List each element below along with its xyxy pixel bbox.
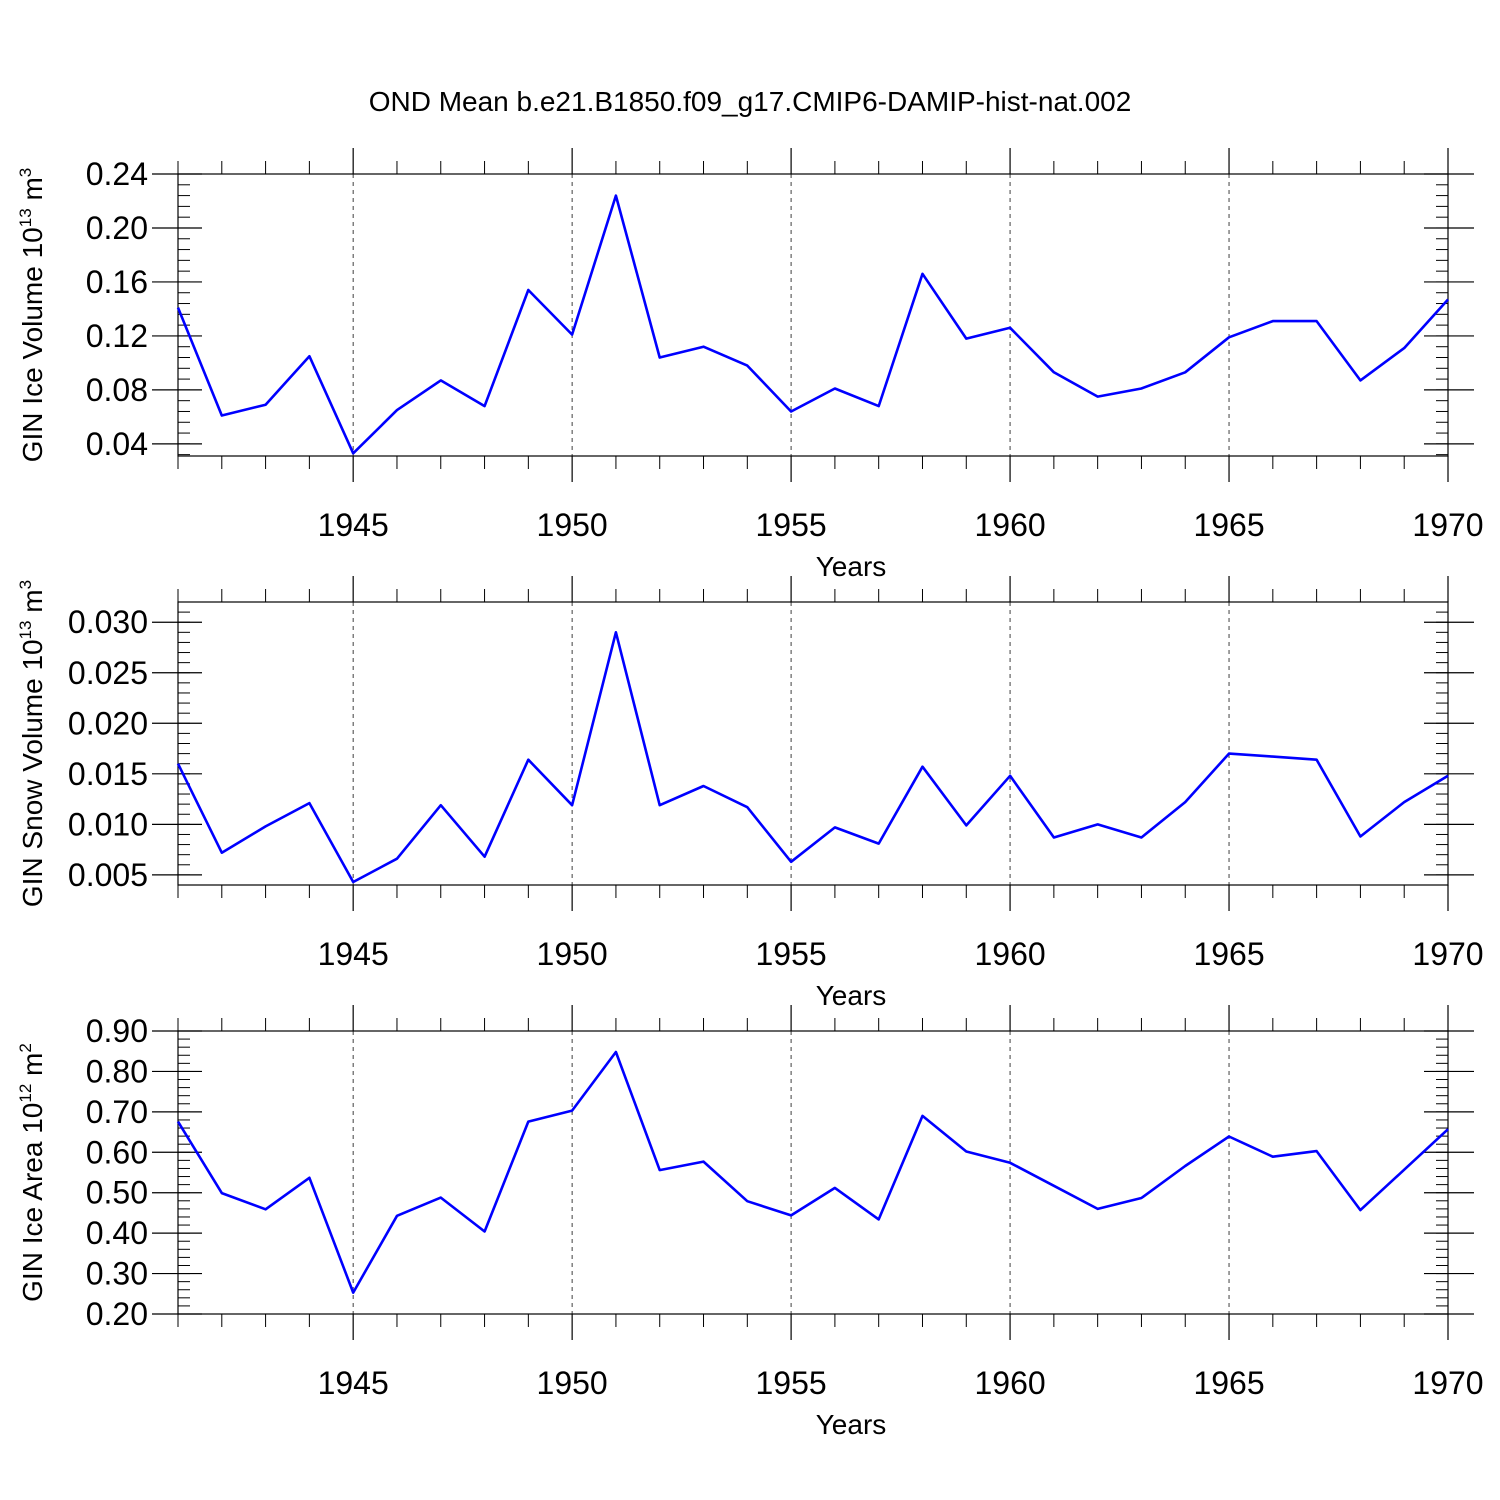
x-tick-label: 1945 (318, 1365, 389, 1401)
y-tick-label: 0.60 (86, 1134, 148, 1170)
x-axis-label: Years (816, 980, 887, 1011)
x-tick-label: 1965 (1193, 1365, 1264, 1401)
y-axis-label-unit-exponent: 3 (16, 168, 35, 177)
y-tick-label: 0.020 (68, 705, 148, 741)
y-axis-label: GIN Ice Volume 1013 m3 (16, 168, 48, 463)
plot-frame (177, 601, 1449, 886)
y-tick-label: 0.40 (86, 1215, 148, 1251)
panel-ice-volume: 0.04 0.08 0.12 0.16 0.20 0.24 1945 1950 1955 1960… (16, 148, 1484, 582)
y-tick-label: 0.08 (86, 372, 148, 408)
y-axis-label-unit-exponent: 3 (16, 580, 35, 589)
y-tick-label: 0.16 (86, 264, 148, 300)
series-line (176, 194, 1449, 455)
x-tick-label: 1955 (756, 507, 827, 543)
x-axis-label: Years (816, 551, 887, 582)
y-tick-label: 0.24 (86, 156, 148, 192)
y-axis-label-exponent: 13 (16, 208, 35, 227)
x-tick-label: 1970 (1412, 507, 1483, 543)
y-tick-label: 0.70 (86, 1094, 148, 1130)
figure-title: OND Mean b.e21.B1850.f09_g17.CMIP6-DAMIP… (369, 86, 1132, 117)
series-line (176, 1050, 1449, 1294)
y-axis-label-unit: m (17, 1053, 48, 1084)
y-tick-label: 0.005 (68, 857, 148, 893)
x-tick-label: 1945 (318, 507, 389, 543)
plot-frame (177, 173, 1449, 457)
panel-ice-area: 0.20 0.30 0.40 0.50 0.60 0.70 0.80 0.90 1945 1950… (16, 1005, 1484, 1440)
plot-frame (177, 1030, 1449, 1315)
y-tick-label: 0.80 (86, 1053, 148, 1089)
y-tick-label: 0.025 (68, 655, 148, 691)
y-tick-label: 0.030 (68, 604, 148, 640)
y-tick-label: 0.12 (86, 318, 148, 354)
y-axis-label-main: GIN Snow Volume 10 (17, 639, 48, 907)
x-tick-label: 1960 (974, 507, 1045, 543)
y-tick-label: 0.015 (68, 756, 148, 792)
x-tick-label: 1945 (318, 936, 389, 972)
x-tick-label: 1960 (974, 1365, 1045, 1401)
y-axis-label-exponent: 13 (16, 620, 35, 639)
x-tick-label: 1960 (974, 936, 1045, 972)
series-line (176, 630, 1449, 884)
y-axis-label-main: GIN Ice Volume 10 (17, 227, 48, 462)
x-tick-label: 1970 (1412, 936, 1483, 972)
y-tick-label: 0.50 (86, 1175, 148, 1211)
y-axis-label: GIN Ice Area 1012 m2 (16, 1043, 48, 1302)
x-tick-label: 1950 (537, 1365, 608, 1401)
y-tick-label: 0.90 (86, 1013, 148, 1049)
y-axis-label-unit: m (17, 589, 48, 620)
y-axis-label-unit: m (17, 177, 48, 208)
x-tick-label: 1970 (1412, 1365, 1483, 1401)
y-tick-label: 0.010 (68, 806, 148, 842)
x-axis-label: Years (816, 1409, 887, 1440)
x-tick-label: 1955 (756, 1365, 827, 1401)
y-tick-label: 0.20 (86, 210, 148, 246)
y-axis-label: GIN Snow Volume 1013 m3 (16, 580, 48, 907)
x-tick-label: 1955 (756, 936, 827, 972)
x-tick-label: 1950 (537, 936, 608, 972)
panel-snow-volume: 0.005 0.010 0.015 0.020 0.025 0.030 1945 1950 19… (16, 576, 1484, 1011)
x-tick-label: 1950 (537, 507, 608, 543)
x-tick-label: 1965 (1193, 936, 1264, 972)
y-tick-label: 0.30 (86, 1256, 148, 1292)
x-tick-label: 1965 (1193, 507, 1264, 543)
y-axis-label-exponent: 12 (16, 1084, 35, 1103)
y-tick-label: 0.04 (86, 426, 148, 462)
y-axis-label-main: GIN Ice Area 10 (17, 1103, 48, 1302)
y-tick-label: 0.20 (86, 1296, 148, 1332)
y-axis-label-unit-exponent: 2 (16, 1043, 35, 1052)
